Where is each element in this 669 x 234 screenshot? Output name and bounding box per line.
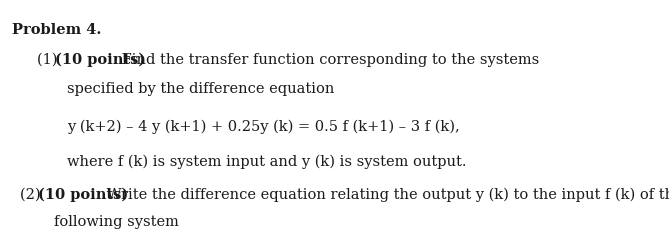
Text: (1): (1) xyxy=(37,53,62,67)
Text: (10 points): (10 points) xyxy=(38,187,128,201)
Text: where f (k) is system input and y (k) is system output.: where f (k) is system input and y (k) is… xyxy=(67,154,466,169)
Text: specified by the difference equation: specified by the difference equation xyxy=(67,82,334,96)
Text: y (k+2) – 4 y (k+1) + 0.25y (k) = 0.5 f (k+1) – 3 f (k),: y (k+2) – 4 y (k+1) + 0.25y (k) = 0.5 f … xyxy=(67,119,460,134)
Text: (10 points): (10 points) xyxy=(55,53,145,67)
Text: Problem 4.: Problem 4. xyxy=(12,23,102,37)
Text: (2): (2) xyxy=(20,187,45,201)
Text: Write the difference equation relating the output y (k) to the input f (k) of th: Write the difference equation relating t… xyxy=(102,187,669,201)
Text: following system: following system xyxy=(54,215,179,229)
Text: Find the transfer function corresponding to the systems: Find the transfer function corresponding… xyxy=(117,53,539,67)
